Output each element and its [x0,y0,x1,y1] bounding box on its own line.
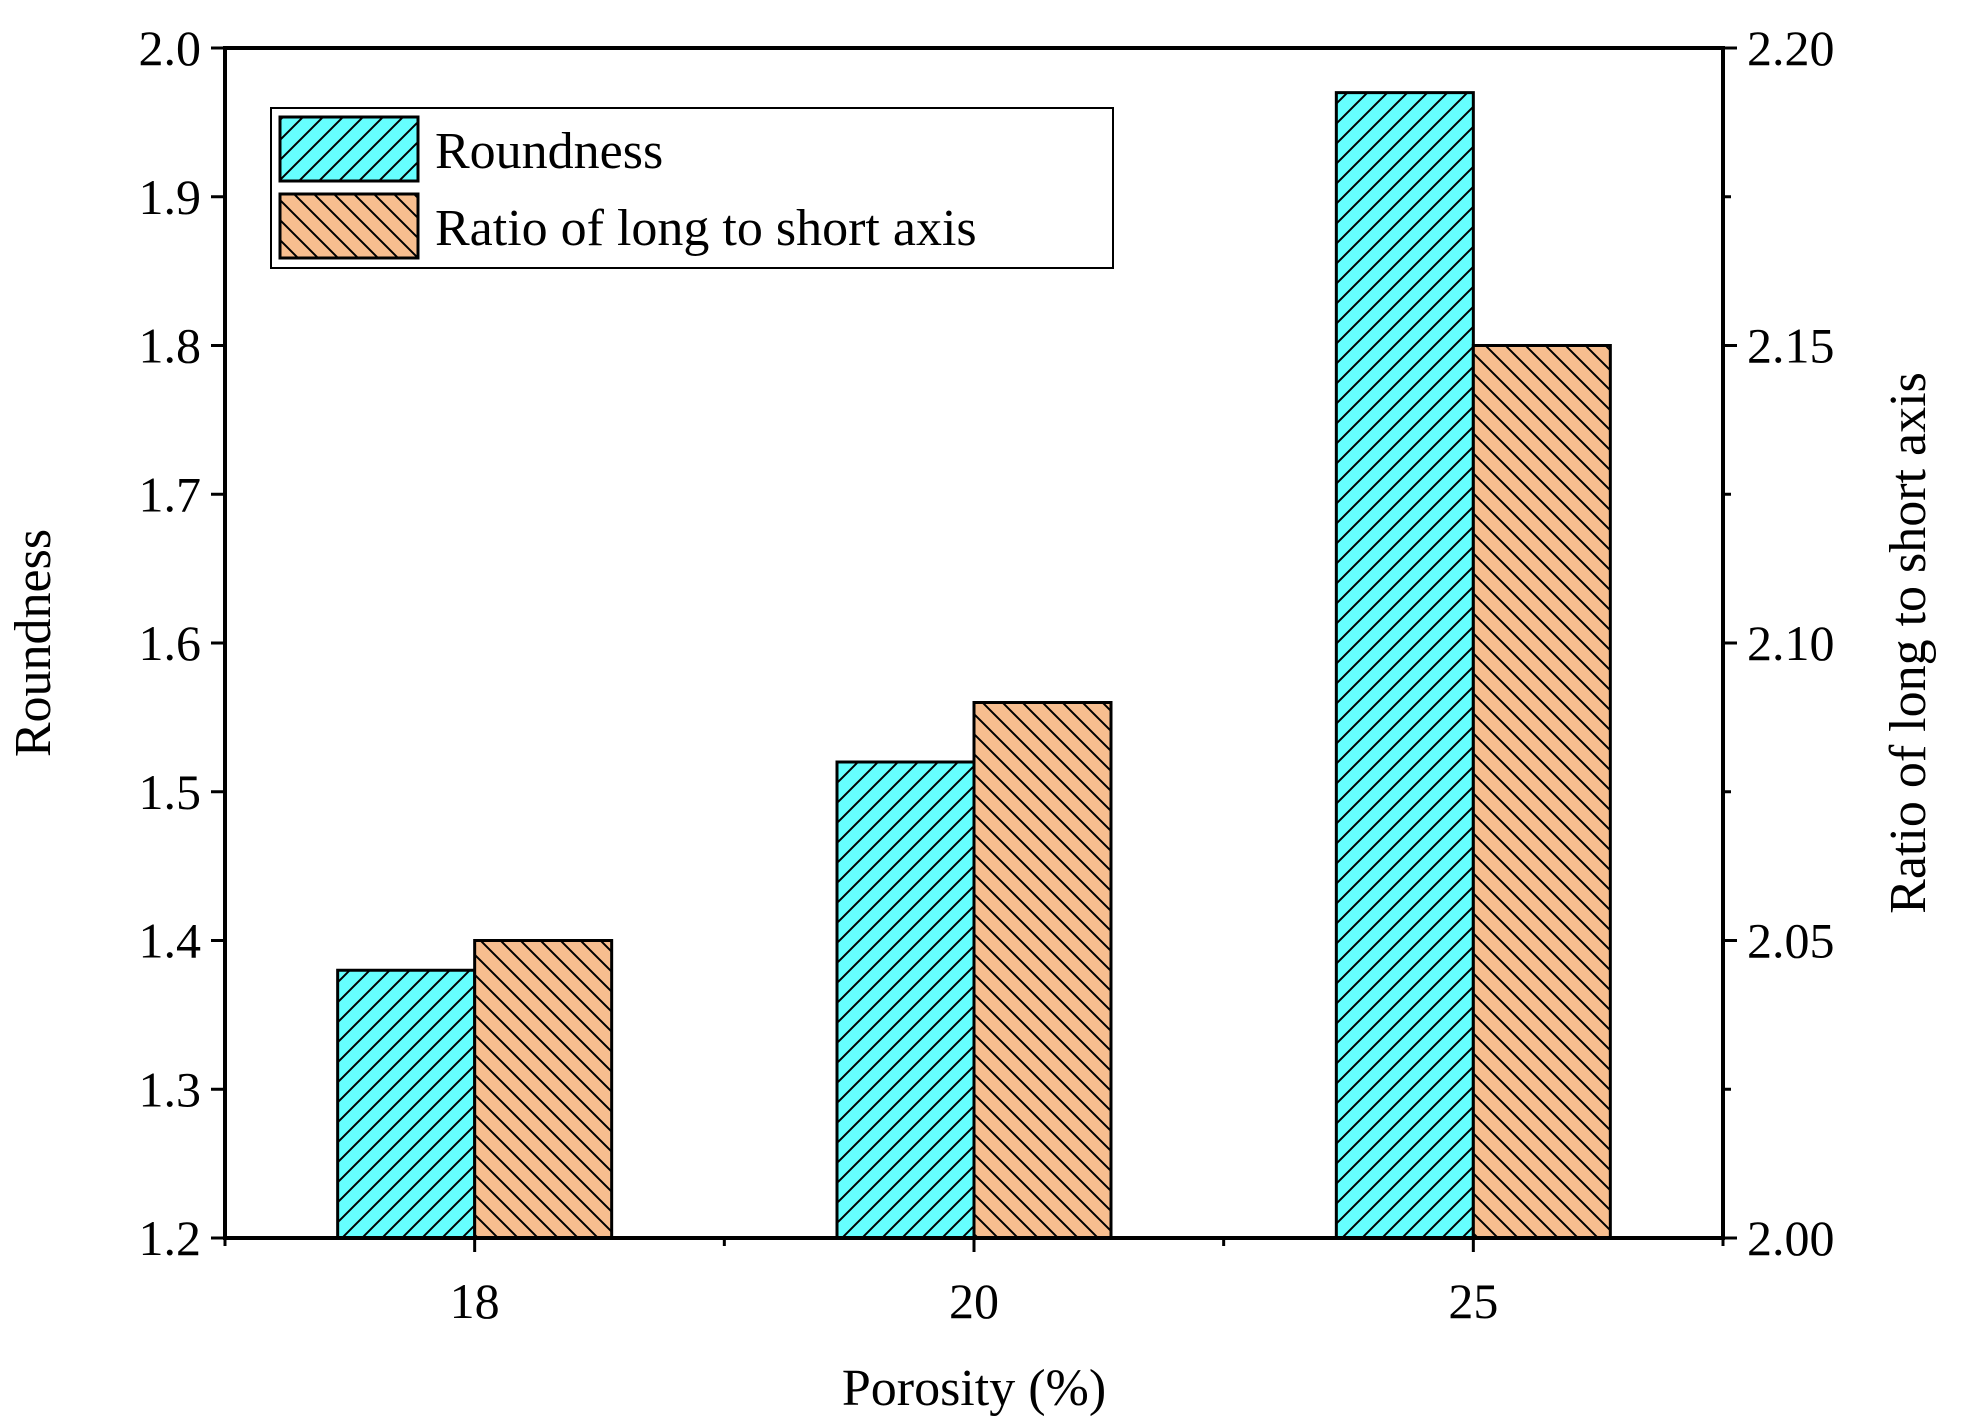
bar-roundness-18 [336,968,477,1240]
x-tick-label: 18 [450,1273,500,1329]
bars [336,91,1612,1240]
legend-label-ratio: Ratio of long to short axis [435,200,977,257]
y2-tick-label: 2.10 [1747,615,1835,671]
bar-roundness-25 [1334,91,1475,1240]
y-tick-label: 2.0 [139,20,202,76]
bar-ratio-25 [1471,344,1612,1240]
legend: Roundness Ratio of long to short axis [270,107,1114,269]
bar-ratio-18 [473,939,614,1240]
y-axis-left: 1.2 1.3 1.4 1.5 1.6 1.7 1.8 1.9 2.0 [139,20,225,1266]
y-tick-label: 1.3 [139,1061,202,1117]
y2-tick-label: 2.20 [1747,20,1835,76]
x-axis: 18 20 25 [223,1238,1725,1329]
legend-swatch-ratio [278,192,420,260]
y-tick-label: 1.4 [139,913,202,969]
x-axis-label: Porosity (%) [842,1360,1106,1417]
bar-roundness-20 [835,760,976,1240]
legend-label-roundness: Roundness [435,123,663,180]
y2-tick-label: 2.05 [1747,913,1835,969]
x-tick-label: 20 [949,1273,999,1329]
y2-tick-label: 2.00 [1747,1210,1835,1266]
y-axis-right: 2.00 2.05 2.10 2.15 2.20 [1723,20,1835,1266]
y-tick-label: 1.2 [139,1210,202,1266]
y2-axis-label: Ratio of long to short axis [1880,372,1937,914]
y-tick-label: 1.8 [139,318,202,374]
x-tick-label: 25 [1448,1273,1498,1329]
y-tick-label: 1.7 [139,466,202,522]
y-tick-label: 1.6 [139,615,202,671]
legend-swatch-roundness [278,115,420,183]
y-axis-label: Roundness [5,529,62,757]
y-tick-label: 1.5 [139,764,202,820]
bar-ratio-20 [972,701,1113,1240]
y2-tick-label: 2.15 [1747,318,1835,374]
y-tick-label: 1.9 [139,169,202,225]
